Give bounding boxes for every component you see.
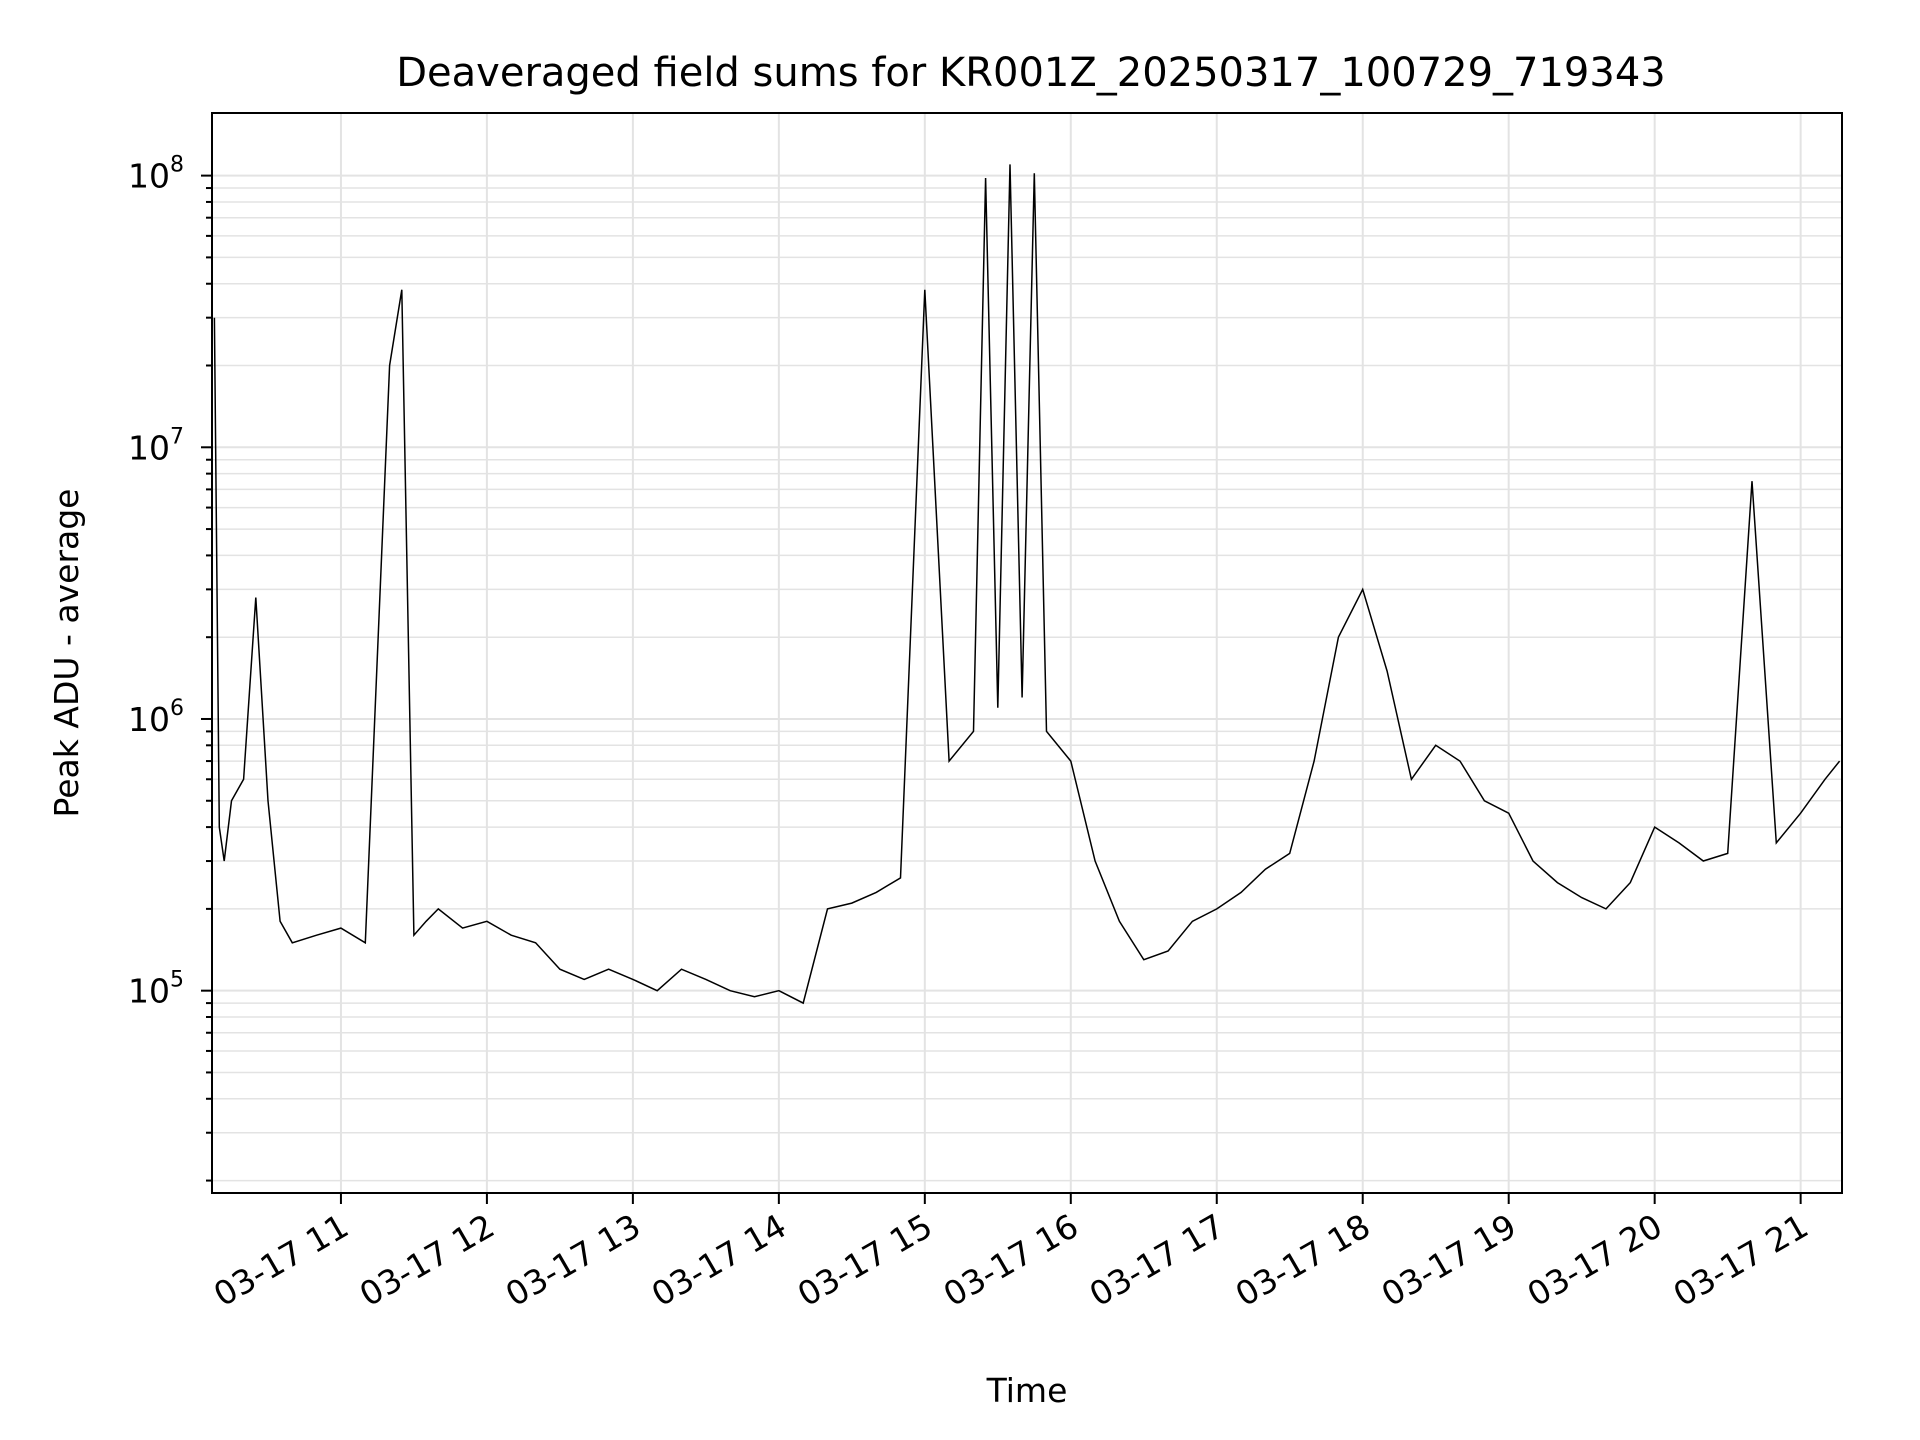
- y-axis-label: Peak ADU - average: [47, 489, 86, 818]
- series-layer: [213, 164, 1841, 1005]
- x-tick-label: 03-17 19: [1375, 1206, 1523, 1314]
- grid-lines: [212, 113, 1842, 1193]
- y-tick-exponent: 6: [170, 696, 184, 721]
- y-tick-label: 108: [128, 153, 184, 196]
- x-tick-label: 03-17 17: [1083, 1206, 1231, 1314]
- y-tick-label: 106: [128, 696, 184, 739]
- series-line: [213, 164, 1841, 1005]
- x-tick-label: 03-17 16: [937, 1206, 1085, 1314]
- y-tick-base: 10: [128, 700, 170, 739]
- y-tick-exponent: 7: [170, 424, 184, 449]
- x-tick-label: 03-17 21: [1667, 1206, 1815, 1314]
- x-tick-label: 03-17 15: [791, 1206, 939, 1314]
- x-tick-label: 03-17 18: [1229, 1206, 1377, 1314]
- y-tick-exponent: 8: [170, 153, 184, 178]
- x-tick-label: 03-17 12: [353, 1206, 501, 1314]
- plot-frame: [211, 112, 1843, 1194]
- x-tick-label: 03-17 20: [1521, 1206, 1669, 1314]
- chart-title: Deaveraged field sums for KR001Z_2025031…: [396, 50, 1665, 96]
- y-tick-exponent: 5: [170, 968, 184, 993]
- x-tick-label: 03-17 14: [645, 1206, 793, 1314]
- y-tick-base: 10: [128, 157, 170, 196]
- y-tick-label: 107: [128, 424, 184, 467]
- x-axis-label: Time: [986, 1371, 1068, 1410]
- x-tick-label: 03-17 13: [499, 1206, 647, 1314]
- y-tick-base: 10: [128, 428, 170, 467]
- y-tick-label: 105: [128, 968, 184, 1011]
- x-tick-label: 03-17 11: [207, 1206, 355, 1314]
- y-tick-base: 10: [128, 972, 170, 1011]
